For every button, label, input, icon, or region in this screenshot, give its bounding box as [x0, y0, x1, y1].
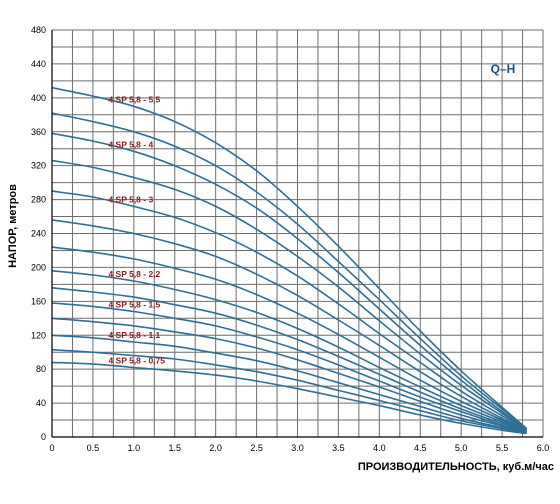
y-tick-label: 80 [36, 364, 46, 374]
series-curve-9 [51, 302, 527, 433]
y-tick-label: 200 [31, 262, 46, 272]
series-curve-6 [51, 246, 527, 431]
x-tick-label: 1.5 [168, 443, 181, 453]
series-curve-12 [51, 348, 527, 434]
y-tick-label: 280 [31, 195, 46, 205]
y-tick-label: 160 [31, 296, 46, 306]
series-curve-8 [51, 287, 527, 432]
y-tick-label: 360 [31, 127, 46, 137]
series-labels: 4 SP 5,8 - 5,5 4 SP 5,8 - 4 4 SP 5,8 - 3 4 … [108, 94, 165, 365]
x-tick-label: 4.0 [373, 443, 386, 453]
x-tick-label: 0 [49, 443, 54, 453]
x-tick-label: 1.0 [128, 443, 141, 453]
series-curve-13 [51, 361, 527, 435]
series-curve-7 [51, 270, 527, 432]
y-tick-label: 480 [31, 25, 46, 35]
series-curve-5 [51, 219, 527, 431]
series-label-2: 4 SP 5,8 - 4 [108, 139, 153, 149]
y-tick-label: 40 [36, 398, 46, 408]
y-axis-title: НАПОР, метров [7, 184, 19, 268]
series-curve-11 [51, 334, 527, 434]
x-axis-title: ПРОИЗВОДИТЕЛЬНОСТЬ, куб.м/час [358, 461, 554, 473]
y-tick-label: 120 [31, 330, 46, 340]
series-curve-0 [51, 86, 528, 430]
series-label-4: 4 SP 5,8 - 3 [108, 194, 153, 204]
x-tick-label: 3.5 [332, 443, 345, 453]
x-tick-label: 2.5 [250, 443, 263, 453]
chart-grid [51, 29, 544, 438]
series-curve-2 [51, 132, 528, 430]
curves-group [51, 86, 528, 435]
y-tick-label: 320 [31, 161, 46, 171]
y-tick-labels: 0 40 80 120 160 200 240 280 320 360 400 440 480 [31, 25, 46, 442]
series-label-9: 4 SP 5,8 - 1,5 [108, 300, 160, 310]
series-curve-10 [51, 317, 527, 433]
chart-axes [51, 30, 543, 438]
x-tick-label: 3.0 [291, 443, 304, 453]
x-tick-labels: 0 0.5 1.0 1.5 2.0 2.5 3.0 3.5 4.0 4.5 5.0 5.5 6.0 [49, 443, 549, 453]
series-curve-1 [51, 112, 528, 430]
y-tick-label: 400 [31, 93, 46, 103]
x-tick-label: 5.0 [455, 443, 468, 453]
x-tick-label: 5.5 [496, 443, 509, 453]
series-curve-3 [51, 159, 528, 431]
y-tick-label: 240 [31, 229, 46, 239]
legend-qh: Q–H [491, 62, 516, 76]
series-label-13: 4 SP 5,8 - 0,75 [108, 355, 165, 365]
series-label-7: 4 SP 5,8 - 2,2 [108, 269, 160, 279]
x-tick-label: 2.0 [209, 443, 222, 453]
x-tick-label: 4.5 [414, 443, 427, 453]
x-tick-label: 0.5 [87, 443, 100, 453]
series-label-0: 4 SP 5,8 - 5,5 [108, 94, 160, 104]
y-tick-label: 0 [41, 432, 46, 442]
series-curve-4 [51, 190, 527, 431]
y-tick-label: 440 [31, 59, 46, 69]
series-label-11: 4 SP 5,8 - 1,1 [108, 330, 160, 340]
x-tick-label: 6.0 [537, 443, 550, 453]
